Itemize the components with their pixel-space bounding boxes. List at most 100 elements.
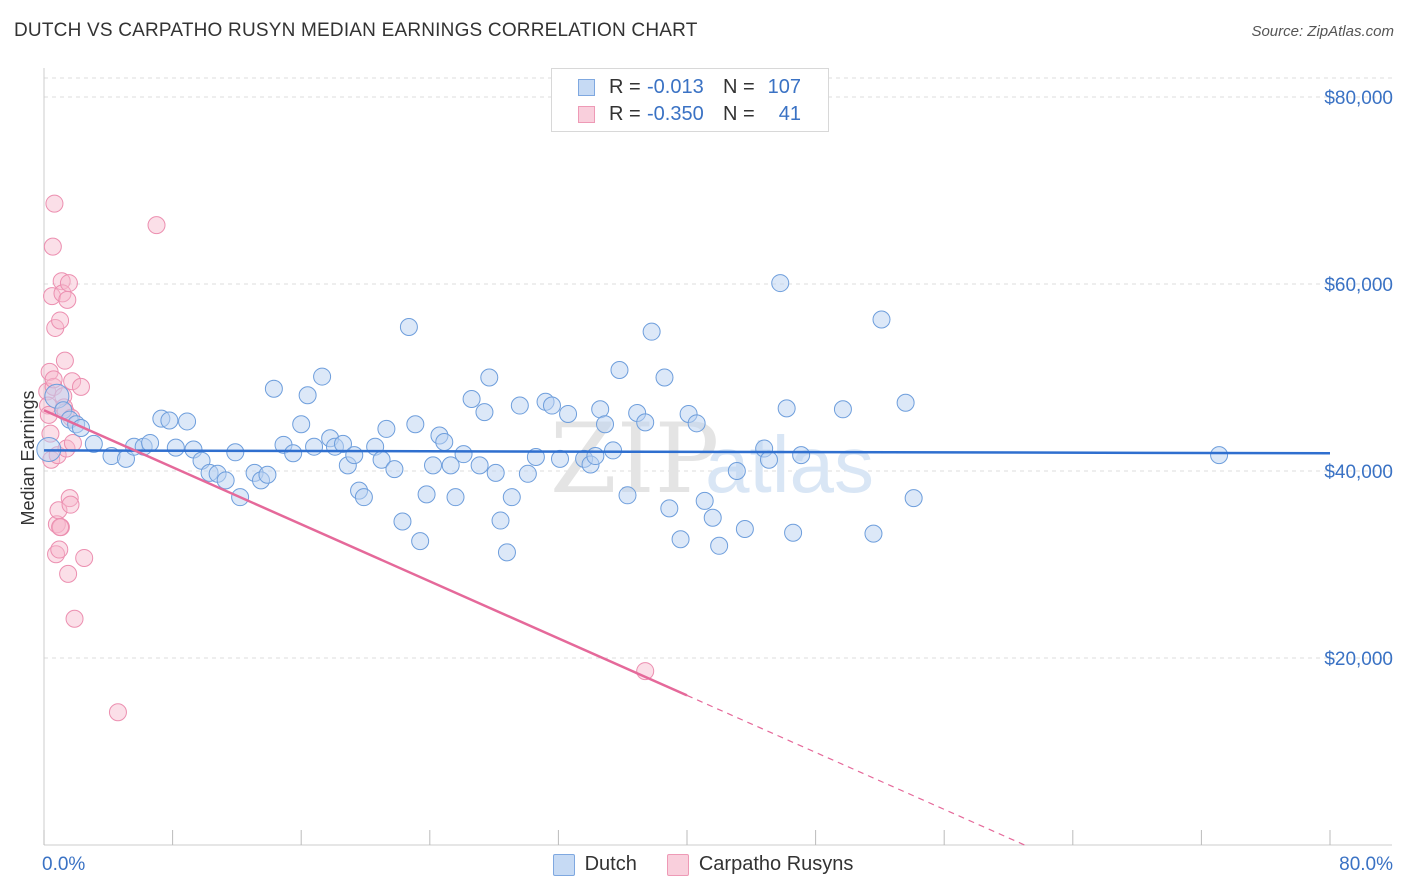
dutch-point	[518, 464, 537, 483]
dutch-point	[480, 368, 499, 387]
dutch-point	[462, 390, 481, 409]
dutch-point	[417, 485, 436, 504]
dutch-point	[399, 318, 418, 337]
bottom-legend-label-dutch: Dutch	[584, 853, 637, 875]
carpatho-point	[45, 194, 64, 213]
dutch-point	[655, 368, 674, 387]
legend-n-label: N =	[723, 102, 755, 125]
bottom-legend: Dutch Carpatho Rusyns	[0, 853, 1406, 876]
legend-r-label: R =	[609, 102, 641, 125]
dutch-point	[411, 532, 430, 551]
dutch-point	[510, 396, 529, 415]
watermark-atlas: atlas	[705, 420, 874, 509]
y-tick-label: $20,000	[1324, 649, 1393, 670]
dutch-point	[141, 433, 160, 452]
dutch-point	[771, 274, 790, 293]
dutch-point	[792, 446, 811, 465]
dutch-point	[354, 488, 373, 507]
bottom-legend-swatch-dutch	[552, 853, 575, 876]
dutch-point	[497, 543, 516, 562]
carpatho-point	[43, 237, 62, 256]
legend-swatch-dutch	[578, 78, 595, 96]
carpatho-point	[58, 290, 77, 309]
dutch-point	[710, 536, 729, 555]
dutch-point	[178, 412, 197, 431]
dutch-point	[777, 399, 796, 418]
x-tick-label: 0.0%	[42, 854, 85, 875]
chart-title: DUTCH VS CARPATHO RUSYN MEDIAN EARNINGS …	[14, 20, 698, 41]
dutch-point	[345, 446, 364, 465]
legend: R = -0.013 N = 107 R = -0.350 N = 41	[551, 68, 829, 132]
legend-r-value: -0.350	[647, 102, 704, 125]
carpatho-point	[59, 564, 78, 583]
dutch-point	[393, 512, 412, 531]
dutch-point	[470, 456, 489, 475]
dutch-point	[896, 393, 915, 412]
dutch-point	[784, 523, 803, 542]
carpatho-trend-line	[43, 409, 688, 697]
tick-labels: $20,000 $40,000 $60,000 $80,000 0.0% 80.0%	[42, 88, 1393, 875]
bottom-legend-dutch: Dutch	[552, 853, 637, 876]
dutch-point	[551, 449, 570, 468]
y-axis-label: Median Earnings	[18, 390, 38, 525]
dutch-points	[36, 274, 1229, 562]
carpatho-point	[108, 703, 127, 722]
bottom-legend-swatch-carpatho	[666, 853, 689, 876]
dutch-point	[695, 491, 714, 510]
trend-lines	[43, 409, 1331, 846]
dutch-point	[833, 400, 852, 419]
carpatho-point	[55, 351, 74, 370]
dutch-point	[872, 310, 891, 329]
dutch-point	[292, 415, 311, 434]
dutch-point	[424, 456, 443, 475]
dutch-point	[904, 489, 923, 508]
dutch-point	[486, 463, 505, 482]
dutch-point	[660, 499, 679, 518]
dutch-point	[406, 415, 425, 434]
carpatho-point	[147, 216, 166, 235]
carpatho-point	[60, 489, 79, 508]
dutch-point	[618, 486, 637, 505]
dutch-point	[687, 414, 706, 433]
legend-r-value: -0.013	[647, 75, 704, 98]
dutch-point	[735, 519, 754, 538]
dutch-point	[333, 434, 352, 453]
dutch-point	[298, 386, 317, 405]
legend-n-value: 41	[778, 102, 801, 125]
dutch-point	[305, 437, 324, 456]
dutch-point	[610, 361, 629, 380]
dutch-point	[759, 450, 778, 469]
legend-r-label: R =	[609, 75, 641, 98]
x-tick-label: 80.0%	[1339, 854, 1393, 875]
carpatho-point	[63, 372, 82, 391]
dutch-trend-line	[43, 449, 1331, 455]
carpatho-point	[51, 518, 70, 537]
dutch-point	[216, 471, 235, 490]
carpatho-point	[50, 540, 69, 559]
dutch-point	[435, 433, 454, 452]
dutch-point	[1210, 446, 1229, 465]
dutch-point	[166, 438, 185, 457]
source-label: Source: ZipAtlas.com	[1251, 23, 1394, 40]
dutch-point	[385, 460, 404, 479]
carpatho-trend-extension	[686, 694, 1025, 846]
dutch-point	[703, 508, 722, 527]
y-tick-label: $80,000	[1324, 88, 1393, 109]
dutch-point	[475, 403, 494, 422]
dutch-point	[502, 488, 521, 507]
dutch-point	[636, 413, 655, 432]
dutch-point	[313, 367, 332, 386]
dutch-point	[377, 419, 396, 438]
carpatho-point	[43, 287, 62, 306]
dutch-point	[446, 488, 465, 507]
y-tick-label: $40,000	[1324, 462, 1393, 483]
carpatho-point	[61, 495, 80, 514]
dutch-point	[642, 322, 661, 341]
dutch-point	[441, 456, 460, 475]
bottom-legend-carpatho: Carpatho Rusyns	[666, 853, 853, 876]
dutch-point	[586, 447, 605, 466]
dutch-point	[284, 444, 303, 463]
carpatho-point	[51, 311, 70, 330]
carpatho-point	[59, 274, 78, 293]
